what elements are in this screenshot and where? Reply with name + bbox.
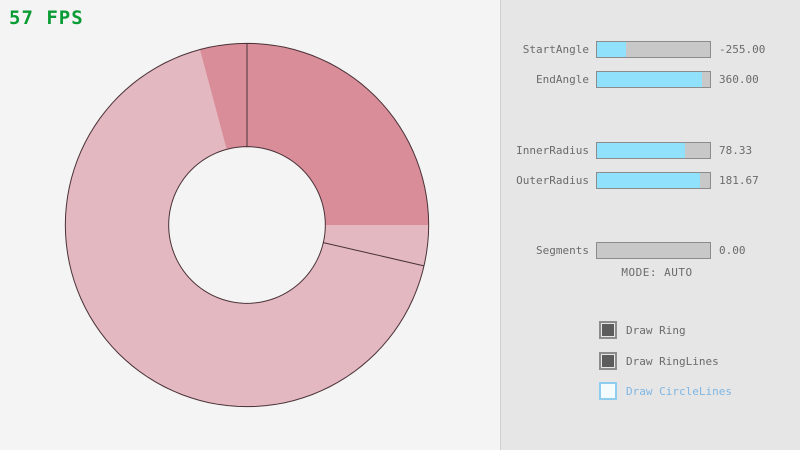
render-canvas[interactable]: 57 FPS bbox=[0, 0, 500, 450]
ring-boundary-line bbox=[323, 242, 425, 267]
slider-row-startangle: StartAngle -255.00 bbox=[501, 40, 800, 59]
slider-fill bbox=[597, 173, 700, 188]
checkbox-row-draw-ring[interactable]: Draw Ring bbox=[599, 319, 686, 341]
slider-label-segments: Segments bbox=[536, 244, 589, 257]
slider-label-innerradius: InnerRadius bbox=[516, 144, 589, 157]
donut-ring-svg bbox=[64, 42, 430, 408]
ring-outer-outline bbox=[64, 42, 430, 408]
checkbox-label-draw-ring: Draw Ring bbox=[626, 323, 686, 337]
checkbox-draw-ring[interactable] bbox=[599, 321, 617, 339]
slider-segments[interactable] bbox=[596, 242, 711, 259]
slider-fill bbox=[597, 42, 627, 57]
slider-value-endangle: 360.00 bbox=[719, 73, 759, 86]
slider-row-endangle: EndAngle 360.00 bbox=[501, 70, 800, 89]
slider-value-innerradius: 78.33 bbox=[719, 144, 753, 157]
slider-label-outerradius: OuterRadius bbox=[516, 174, 589, 187]
checkbox-draw-ringlines[interactable] bbox=[599, 352, 617, 370]
checkbox-row-draw-ringlines[interactable]: Draw RingLines bbox=[599, 350, 719, 372]
slider-row-outerradius: OuterRadius 181.67 bbox=[501, 171, 800, 190]
slider-startangle[interactable] bbox=[596, 41, 711, 58]
slider-value-segments: 0.00 bbox=[719, 244, 746, 257]
slider-fill bbox=[597, 72, 703, 87]
slider-outerradius[interactable] bbox=[596, 172, 711, 189]
segments-mode-label: MODE: AUTO bbox=[621, 266, 693, 279]
slider-row-segments: Segments 0.00 bbox=[501, 241, 800, 260]
fps-counter: 57 FPS bbox=[9, 7, 84, 29]
slider-innerradius[interactable] bbox=[596, 142, 711, 159]
ring-hole bbox=[169, 147, 325, 303]
slider-endangle[interactable] bbox=[596, 71, 711, 88]
ring-inner-outline bbox=[168, 146, 326, 304]
slider-value-outerradius: 181.67 bbox=[719, 174, 759, 187]
slider-value-startangle: -255.00 bbox=[719, 43, 766, 56]
checkbox-row-draw-circlelines[interactable]: Draw CircleLines bbox=[599, 380, 732, 402]
control-panel: StartAngle -255.00 EndAngle 360.00 InnerRadi… bbox=[500, 0, 800, 450]
donut-ring-figure bbox=[64, 42, 430, 408]
checkbox-label-draw-circlelines: Draw CircleLines bbox=[626, 384, 732, 398]
slider-label-endangle: EndAngle bbox=[536, 73, 589, 86]
slider-label-startangle: StartAngle bbox=[522, 43, 589, 56]
checkbox-draw-circlelines[interactable] bbox=[599, 382, 617, 400]
slider-row-innerradius: InnerRadius 78.33 bbox=[501, 141, 800, 160]
checkbox-label-draw-ringlines: Draw RingLines bbox=[626, 354, 719, 368]
ring-slice bbox=[65, 49, 429, 407]
ring-slices bbox=[64, 42, 430, 408]
slider-fill bbox=[597, 143, 686, 158]
